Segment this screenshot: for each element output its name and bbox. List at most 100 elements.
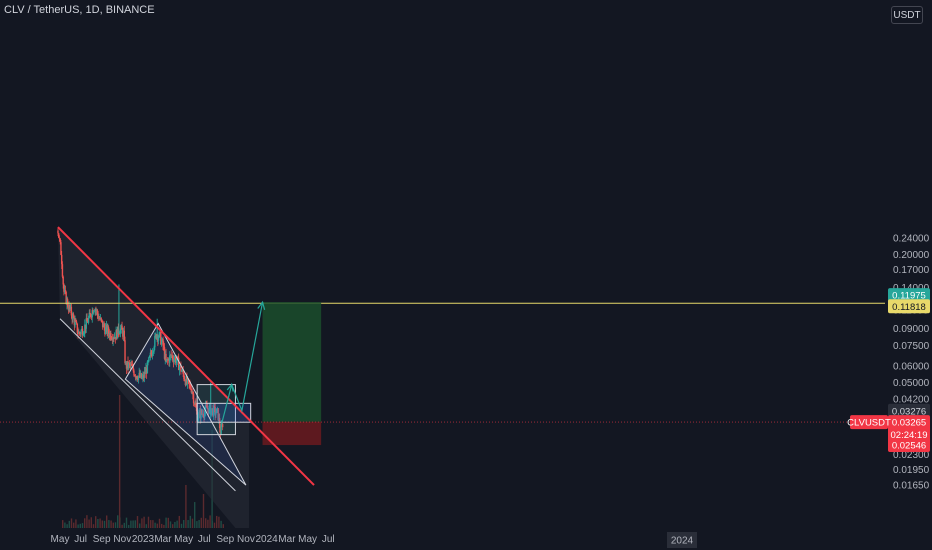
candle-body bbox=[106, 325, 108, 335]
volume-bar bbox=[205, 518, 207, 528]
projection-arrow[interactable] bbox=[220, 301, 264, 426]
price-tag-value: 0.11818 bbox=[892, 302, 926, 313]
volume-bar bbox=[183, 520, 185, 528]
volume-bar bbox=[110, 520, 112, 528]
volume-bar bbox=[81, 523, 84, 528]
candle-body bbox=[178, 366, 181, 371]
candle-body bbox=[148, 355, 151, 358]
time-tick-label: Jul bbox=[198, 534, 211, 545]
candle-body bbox=[174, 357, 176, 360]
volume-bar bbox=[139, 523, 141, 528]
time-tick-label: Jul bbox=[322, 534, 335, 545]
candle-body bbox=[207, 408, 209, 410]
pattern-shading bbox=[57, 227, 249, 529]
candle-body bbox=[89, 312, 91, 314]
volume-bar bbox=[189, 515, 191, 528]
volume-bar bbox=[101, 520, 103, 528]
candle-body bbox=[133, 370, 135, 376]
triangle-pattern[interactable] bbox=[124, 322, 247, 486]
volume-bar bbox=[152, 520, 154, 528]
candle-body bbox=[119, 328, 122, 334]
candle-body bbox=[113, 338, 115, 339]
time-axis[interactable]: May Jul Sep Nov 2023 Mar May Jul Sep Nov 2024 Mar Ma… bbox=[51, 532, 697, 548]
candle-body bbox=[115, 330, 117, 340]
candle-body bbox=[191, 391, 193, 393]
symbol-tag-label: CLVUSDT bbox=[847, 418, 891, 429]
volume-bar bbox=[118, 395, 121, 528]
candle-body bbox=[101, 319, 103, 321]
candle-body bbox=[90, 316, 93, 318]
candle-body bbox=[184, 380, 187, 386]
price-tick-label: 0.07500 bbox=[893, 341, 930, 352]
volume-bar bbox=[68, 520, 70, 528]
candle-body bbox=[84, 324, 86, 333]
candle-body bbox=[179, 364, 181, 367]
price-tick-label: 0.01650 bbox=[893, 481, 930, 492]
volume-bar bbox=[95, 516, 97, 528]
candle-body bbox=[95, 309, 97, 311]
time-tick-label: May bbox=[298, 534, 317, 545]
candle-body bbox=[205, 405, 207, 406]
target-zone[interactable] bbox=[262, 302, 322, 422]
volume-bar bbox=[136, 516, 139, 528]
volume-bar bbox=[97, 518, 99, 528]
candle-body bbox=[94, 309, 96, 311]
candle-body bbox=[119, 333, 121, 335]
volume-bar bbox=[114, 522, 117, 528]
candle-body bbox=[203, 416, 205, 417]
price-tag-entry bbox=[888, 403, 930, 418]
volume-bar bbox=[66, 524, 68, 528]
candle-body bbox=[129, 363, 131, 366]
symbol-tag bbox=[850, 415, 888, 430]
channel-lower-line[interactable] bbox=[59, 318, 236, 492]
price-tick-label: 0.09000 bbox=[893, 324, 930, 335]
volume-bar bbox=[134, 520, 136, 528]
price-axis[interactable]: 0.240000.200000.170000.140000.110000.090… bbox=[885, 0, 932, 550]
volume-bar bbox=[64, 522, 66, 528]
volume-bar bbox=[108, 520, 110, 528]
channel-upper-line[interactable] bbox=[57, 226, 315, 486]
volume-bar bbox=[99, 518, 101, 528]
currency-button[interactable]: USDT bbox=[891, 6, 923, 24]
candle-body bbox=[67, 306, 70, 311]
candle-body bbox=[116, 330, 118, 339]
candle-body bbox=[170, 354, 172, 356]
candle-body bbox=[58, 233, 60, 238]
trend-drawings[interactable] bbox=[0, 226, 885, 492]
candle-body bbox=[135, 376, 137, 378]
volume-bar bbox=[194, 502, 196, 528]
candle-body bbox=[104, 327, 107, 335]
candle-body bbox=[130, 364, 132, 366]
candle-body bbox=[181, 369, 184, 371]
candle-body bbox=[126, 361, 128, 369]
candle-body bbox=[114, 336, 117, 340]
candle-body bbox=[208, 406, 210, 414]
candle-body bbox=[194, 403, 196, 405]
candle-body bbox=[78, 332, 81, 334]
volume-bar bbox=[191, 518, 194, 528]
stop-zone[interactable] bbox=[262, 421, 322, 446]
candle-body bbox=[169, 354, 172, 356]
candle-body bbox=[213, 405, 216, 408]
volume-bar bbox=[187, 520, 189, 528]
candle-body bbox=[162, 338, 164, 346]
volume-bar bbox=[128, 524, 130, 528]
volume-bar bbox=[123, 522, 125, 528]
candle-body bbox=[112, 338, 114, 341]
candle-body bbox=[104, 327, 106, 335]
candle-body bbox=[169, 355, 171, 363]
candle-body bbox=[92, 310, 94, 314]
volume-bar bbox=[218, 516, 220, 528]
candle-body bbox=[151, 354, 153, 356]
candle-body bbox=[86, 318, 88, 322]
candle-body bbox=[168, 358, 170, 363]
candle-body bbox=[198, 412, 200, 418]
candle-body bbox=[193, 403, 196, 405]
volume-bar bbox=[174, 521, 176, 528]
candle-body bbox=[200, 410, 202, 419]
volume-bar bbox=[103, 520, 106, 528]
candle-body bbox=[198, 410, 201, 413]
candle-body bbox=[96, 310, 99, 315]
time-tick-label: Sep bbox=[93, 534, 111, 545]
